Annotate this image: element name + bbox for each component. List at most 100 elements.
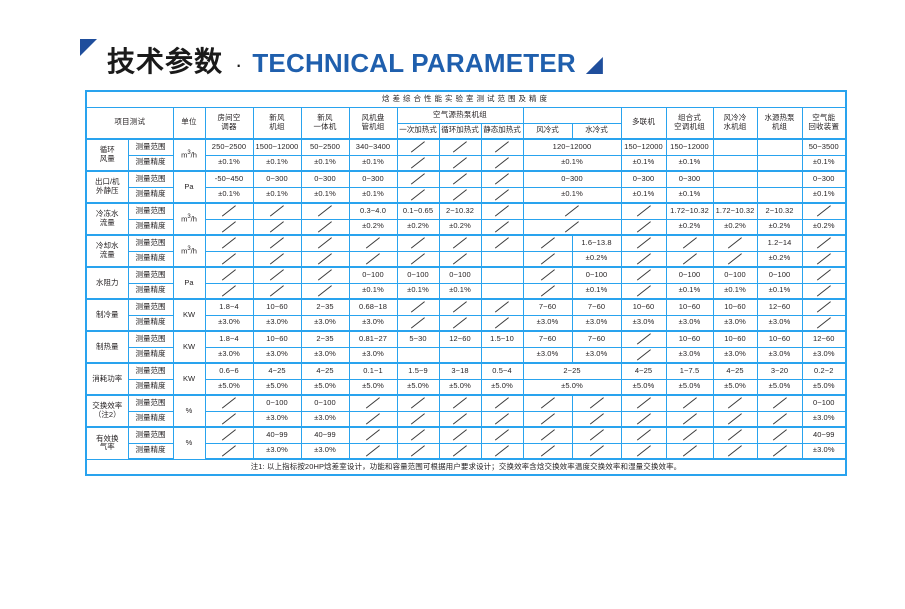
cell-value: 40~99 [801,426,847,444]
cell-not-applicable [801,202,847,220]
cell-value: ±0.1% [204,186,254,204]
table-header-row-1: 项目测试 单位 房间空 调器 新风 机组 新风 一体机 风机盘 管机组 空气源热泵机组 … [85,106,847,140]
cell-not-applicable [620,218,667,236]
cell-value: 0~100 [712,266,758,284]
cell-value: 10~60 [712,330,758,348]
cell-not-applicable [438,234,482,252]
unit-cell: % [172,426,206,460]
cell-value: ±0.1% [204,154,254,172]
cell-not-applicable [252,282,302,300]
cell-not-applicable [300,218,350,236]
cell-value: 0.2~2 [801,362,847,380]
cell-value: ±3.0% [571,346,622,364]
cell-not-applicable [480,186,524,204]
cell-value: 120~12000 [522,138,622,156]
th-ashp-static-heating: 静态加热式 [480,122,524,140]
unit-cell: KW [172,330,206,364]
cell-not-applicable [712,234,758,252]
cell-not-applicable [204,410,254,428]
table-row: 测量精度 ±3.0% ±3.0% ±3.0% [86,410,847,428]
cell-value: ±0.1% [665,282,714,300]
table-row: 循环 风量 测量范围 m3/h 250~2500 1500~12000 50~25… [85,138,847,172]
cell-value: 10~60 [665,330,714,348]
sub-accuracy: 测量精度 [127,346,174,364]
cell-value: 0~300 [620,170,667,188]
cell-value: 40~99 [300,426,350,444]
cell-value: 0~100 [396,266,440,284]
cell-not-applicable [480,298,524,316]
cell-value: ±0.2% [396,218,440,236]
cell-not-applicable [522,442,573,460]
cell-not-applicable [522,202,622,220]
cell-value: ±0.1% [712,282,758,300]
row-label-effective-ventilation-rate: 有效换 气率 [85,426,129,460]
cell-value: ±3.0% [712,314,758,332]
cell-value: ±3.0% [801,442,847,460]
cell-not-applicable [204,426,254,444]
cell-value: 1.2~14 [756,234,803,252]
row-label-power-consumption: 消耗功率 [85,362,129,396]
cell-not-applicable [801,282,847,300]
sub-accuracy: 测量精度 [127,282,174,300]
cell-value: ±5.0% [620,378,667,396]
sub-range: 测量范围 [127,138,174,156]
cell-value: ±3.0% [522,314,573,332]
cell-not-applicable [571,426,622,444]
th-multi-split: 多联机 [620,106,667,140]
cell-value: ±3.0% [348,314,398,332]
cell-value: 2~10.32 [438,202,482,220]
th-item: 项目测试 [85,106,174,140]
cell-value: 12~60 [801,330,847,348]
cell-value: ±0.1% [620,154,667,172]
sub-range: 测量范围 [127,298,174,316]
cell-value: ±0.1% [665,186,714,204]
sub-accuracy: 测量精度 [127,250,174,268]
unit-cell: Pa [172,266,206,300]
cell-not-applicable [438,426,482,444]
cell-empty [712,154,758,172]
cell-empty [756,154,803,172]
cell-value: ±0.1% [801,154,847,172]
sub-range: 测量范围 [127,426,174,444]
cell-value: ±3.0% [665,346,714,364]
cell-not-applicable [252,250,302,268]
cell-not-applicable [396,186,440,204]
cell-not-applicable [571,410,622,428]
cell-not-applicable [620,442,667,460]
cell-value: ±0.2% [756,218,803,236]
cell-not-applicable [620,394,667,412]
cell-value: 7~60 [522,330,573,348]
cell-value: ±0.2% [348,218,398,236]
table-row: 出口/机 外静压 测量范围 Pa -50~450 0~300 0~300 0~30… [85,170,847,204]
cell-value: 0~100 [756,266,803,284]
cell-value: 340~3400 [348,138,398,156]
cell-value: 4~25 [712,362,758,380]
cell-not-applicable [204,218,254,236]
cell-value: ±3.0% [300,346,350,364]
cell-value: 4~25 [252,362,302,380]
cell-not-applicable [801,234,847,252]
cell-not-applicable [712,426,758,444]
th-chiller-group-blank [522,106,622,124]
cell-value: 4~25 [300,362,350,380]
cell-empty [712,138,758,156]
sub-range: 测量范围 [127,394,174,412]
cell-value: ±3.0% [620,314,667,332]
cell-not-applicable [300,282,350,300]
cell-value: ±5.0% [712,378,758,396]
th-air-source-heatpump: 空气源热泵机组 [396,106,524,124]
cell-not-applicable [571,394,622,412]
cell-not-applicable [252,202,302,220]
cell-value: 3~20 [756,362,803,380]
cell-not-applicable [620,330,667,348]
sub-range: 测量范围 [127,362,174,380]
cell-not-applicable [438,186,482,204]
cell-value: ±0.1% [438,282,482,300]
sub-accuracy: 测量精度 [127,314,174,332]
cell-not-applicable [801,250,847,268]
cell-not-applicable [620,234,667,252]
cell-empty [438,346,482,364]
th-air-cooled-chiller: 风冷冷 水机组 [712,106,758,140]
th-ashp-cycle-heating: 循环加热式 [438,122,482,140]
cell-not-applicable [665,442,714,460]
